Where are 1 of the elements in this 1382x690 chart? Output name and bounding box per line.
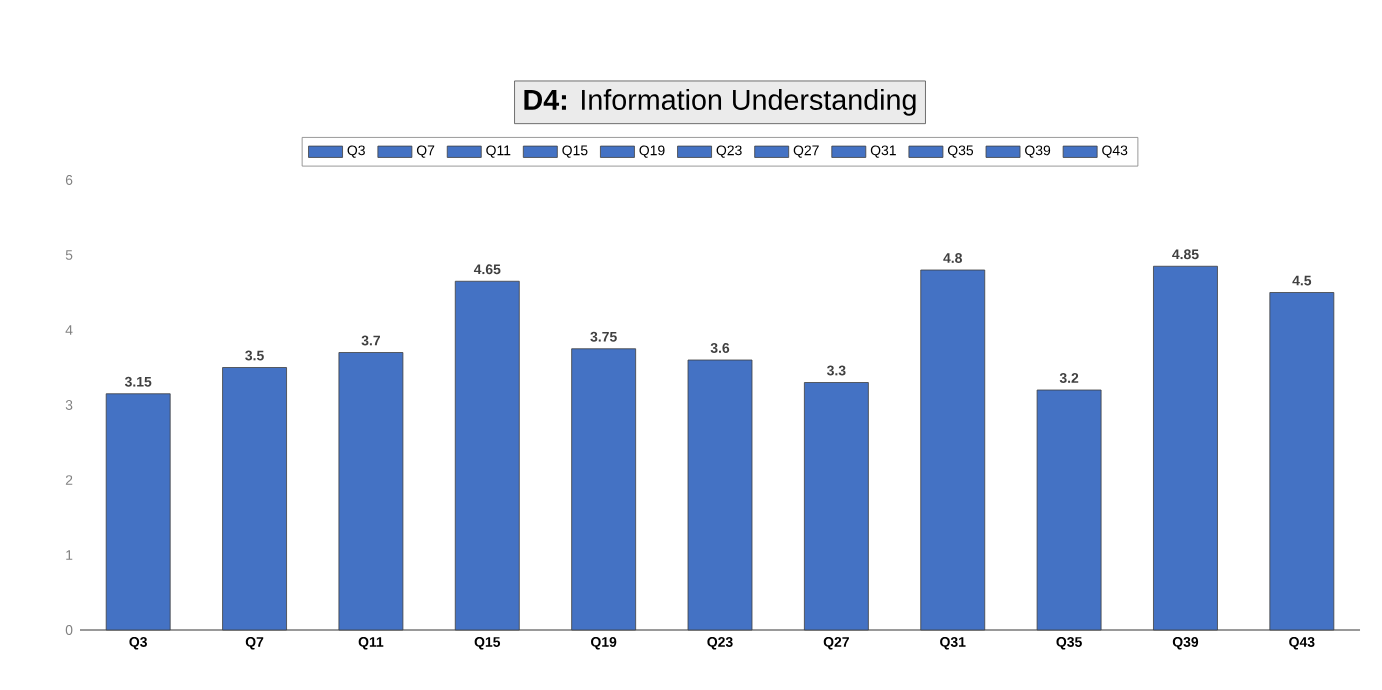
chart-title: D4: Information Understanding: [524, 88, 916, 116]
